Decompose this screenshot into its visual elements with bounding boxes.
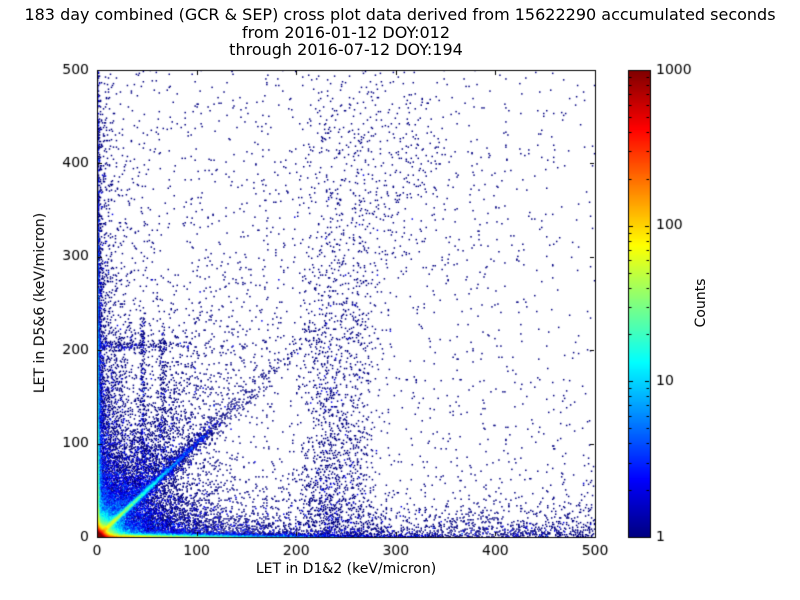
plot-suptitle: 183 day combined (GCR & SEP) cross plot … bbox=[24, 5, 776, 24]
axes-title-line-2: through 2016-07-12 DOY:194 bbox=[229, 40, 463, 59]
x-axis-label: LET in D1&2 (keV/micron) bbox=[255, 561, 437, 577]
colorbar-label: Counts bbox=[693, 278, 709, 328]
y-axis-label: LET in D5&6 (keV/micron) bbox=[32, 212, 48, 394]
axes-title-line-1: from 2016-01-12 DOY:012 bbox=[241, 23, 451, 42]
